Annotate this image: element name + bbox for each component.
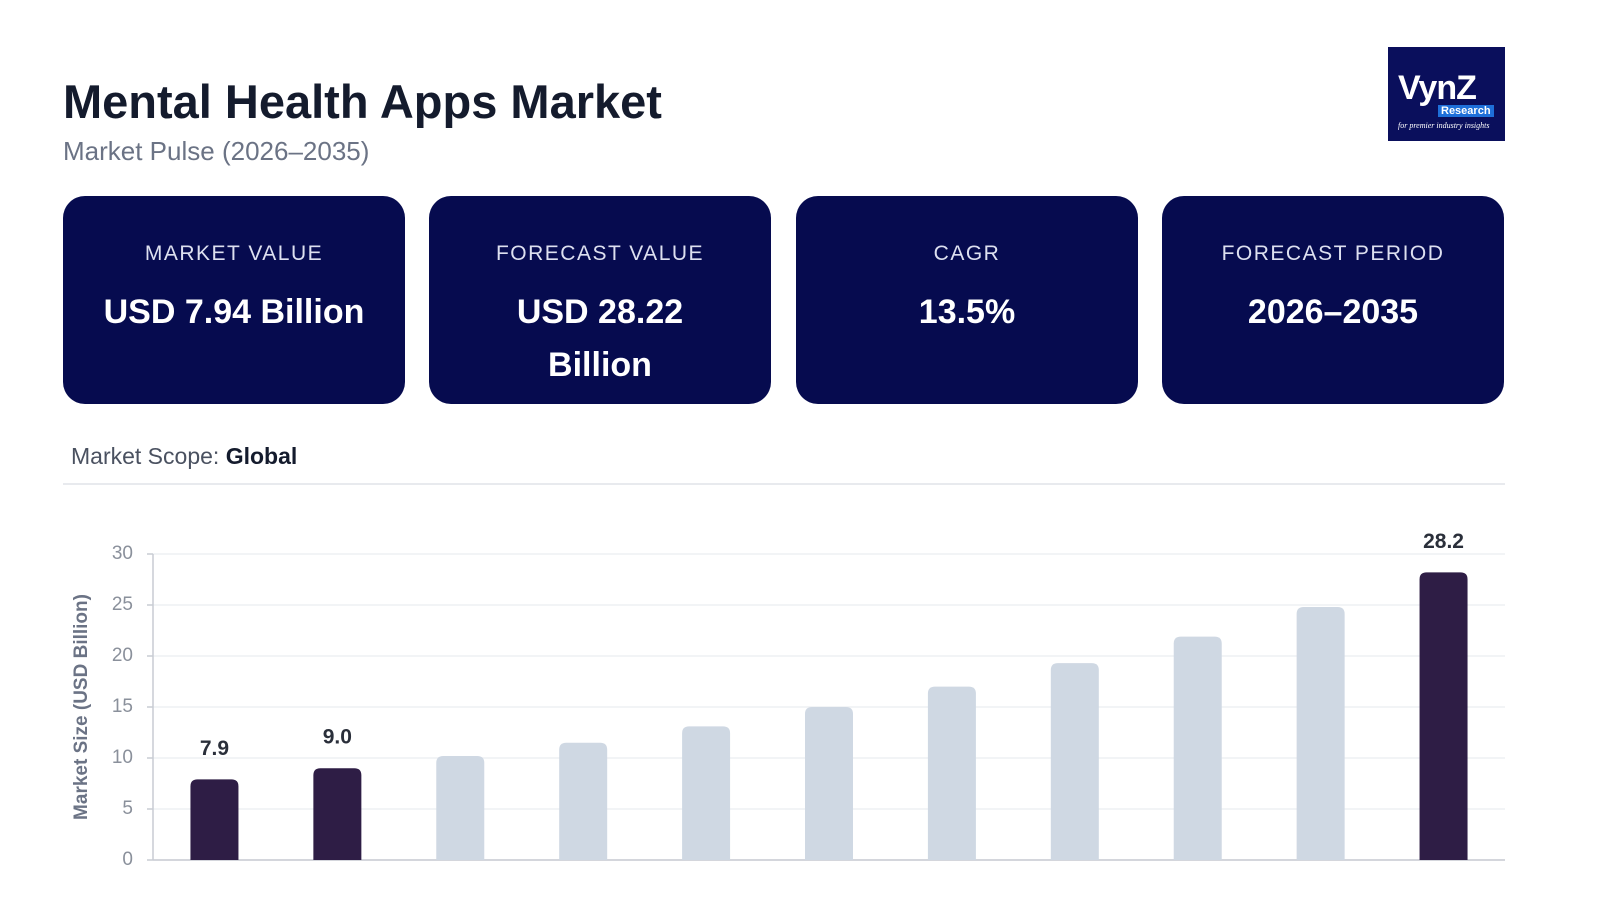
bar	[559, 742, 608, 860]
y-tick-label: 15	[112, 696, 133, 717]
stat-card: CAGR 13.5%	[796, 196, 1138, 404]
y-axis-title: Market Size (USD Billion)	[71, 594, 92, 820]
stat-card: FORECAST VALUE USD 28.22 Billion	[429, 196, 771, 404]
card-value: USD 28.22 Billion	[516, 293, 684, 384]
bar	[436, 755, 485, 860]
page-title: Mental Health Apps Market	[63, 75, 662, 128]
bar	[1419, 572, 1468, 860]
divider	[63, 483, 1505, 485]
logo-tagline: for premier industry insights	[1398, 121, 1490, 130]
scope-value: Global	[225, 443, 298, 469]
bar	[1173, 636, 1222, 860]
card-label: CAGR	[933, 242, 1001, 265]
logo-brand: VynZ	[1398, 69, 1477, 107]
card-value: 2026–2035	[1247, 293, 1419, 331]
chart: 0 5 10 15 20 25 30 Market Size (USD Billion) 7.9…	[71, 530, 1505, 870]
bar	[805, 707, 853, 860]
bar	[313, 768, 362, 860]
bar	[1296, 607, 1345, 860]
value-label: 9.0	[323, 726, 352, 749]
y-tick-label: 20	[112, 645, 133, 666]
bar	[927, 686, 976, 860]
bar	[682, 726, 731, 860]
y-tick-label: 30	[112, 543, 133, 564]
logo: VynZ Research for premier industry insig…	[1388, 47, 1505, 141]
page-subtitle: Market Pulse (2026–2035)	[63, 136, 370, 166]
value-label: 7.9	[200, 737, 229, 760]
stat-card: FORECAST PERIOD 2026–2035	[1162, 196, 1504, 404]
card-value: USD 7.94 Billion	[103, 293, 365, 331]
card-label: FORECAST VALUE	[495, 242, 705, 265]
bar	[190, 779, 239, 860]
y-tick-label: 25	[112, 594, 133, 615]
y-tick-label: 5	[122, 798, 133, 819]
y-tick-label: 10	[112, 747, 133, 768]
stat-card: MARKET VALUE USD 7.94 Billion	[63, 196, 405, 404]
market-scope: Market Scope: Global	[71, 443, 297, 470]
value-label: 28.2	[1423, 530, 1464, 553]
bar	[1050, 663, 1099, 860]
y-tick-label: 0	[122, 849, 133, 870]
scope-label: Market Scope:	[71, 443, 220, 469]
card-value: 13.5%	[918, 293, 1016, 331]
card-label: MARKET VALUE	[144, 242, 324, 265]
card-label: FORECAST PERIOD	[1221, 242, 1445, 265]
logo-sub: Research	[1438, 105, 1494, 117]
